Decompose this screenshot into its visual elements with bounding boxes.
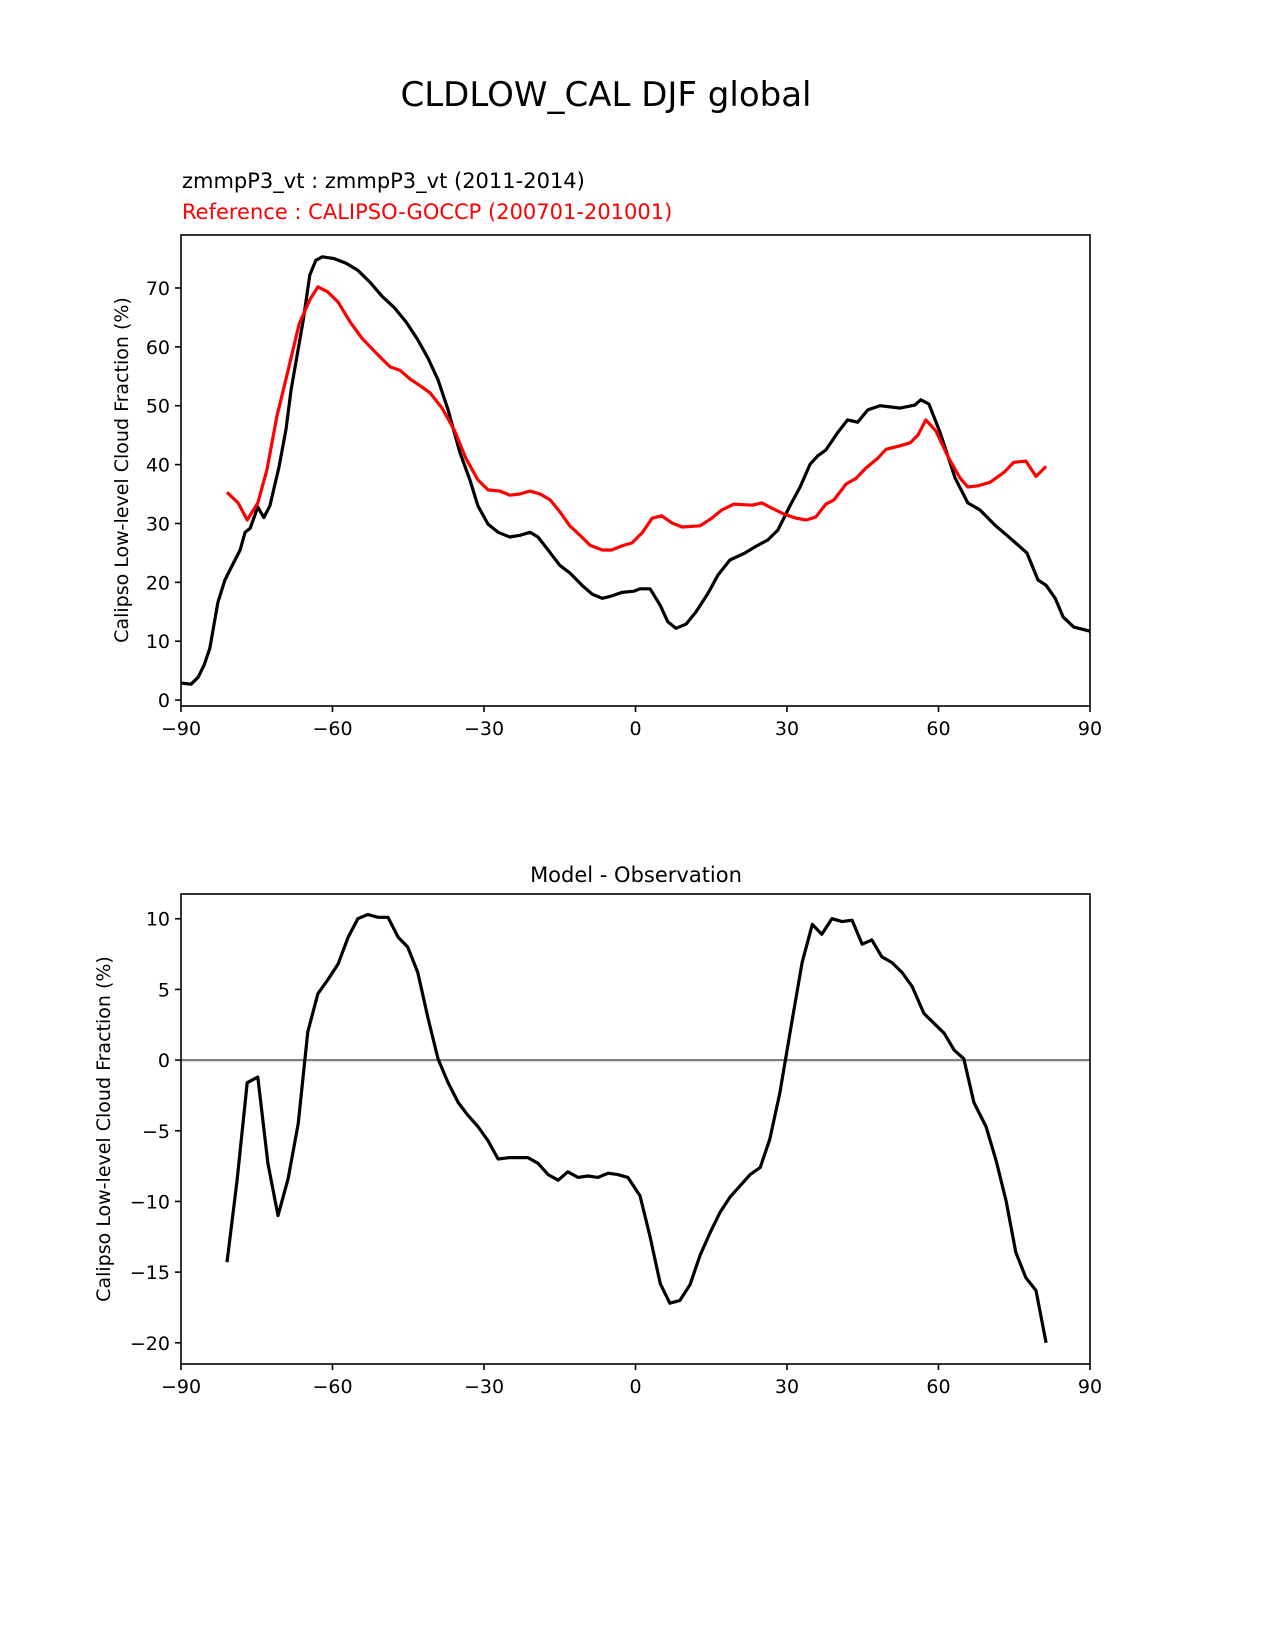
model-subtitle: zmmpP3_vt : zmmpP3_vt (2011-2014) bbox=[182, 169, 585, 194]
y-tick-label: −10 bbox=[130, 1191, 170, 1213]
y-tick-label: −20 bbox=[130, 1333, 170, 1355]
y-tick-label: 40 bbox=[146, 455, 170, 477]
y-tick-label: 70 bbox=[146, 278, 170, 300]
x-tick-label: −30 bbox=[464, 718, 504, 740]
axes-frame bbox=[180, 893, 1091, 1365]
x-tick-label: 0 bbox=[629, 1376, 641, 1398]
y-tick-label: 10 bbox=[146, 631, 170, 653]
reference-subtitle: Reference : CALIPSO-GOCCP (200701-201001… bbox=[182, 200, 672, 224]
x-tick-label: 90 bbox=[1078, 718, 1102, 740]
x-tick-label: 0 bbox=[629, 718, 641, 740]
x-tick-label: 60 bbox=[926, 1376, 950, 1398]
y-tick-label: 30 bbox=[146, 513, 170, 535]
y-tick-label: 10 bbox=[146, 909, 170, 931]
top-ylabel: Calipso Low-level Cloud Fraction (%) bbox=[111, 297, 133, 643]
x-tick-label: −90 bbox=[161, 1376, 201, 1398]
x-tick-label: −60 bbox=[312, 718, 352, 740]
series-line-0 bbox=[225, 912, 1048, 1344]
figure-title: CLDLOW_CAL DJF global bbox=[401, 75, 812, 115]
x-tick-label: 30 bbox=[775, 1376, 799, 1398]
y-tick-label: 20 bbox=[146, 572, 170, 594]
y-tick-label: −15 bbox=[130, 1262, 170, 1284]
bottom-ylabel: Calipso Low-level Cloud Fraction (%) bbox=[93, 956, 115, 1302]
y-tick-label: 0 bbox=[158, 1050, 170, 1072]
top-axes: −90 −60 −30 0 30 60 90 0 10 20 30 40 50 60 70 bbox=[146, 234, 1102, 740]
x-tick-label: −30 bbox=[464, 1376, 504, 1398]
x-tick-label: −60 bbox=[312, 1376, 352, 1398]
x-tick-label: 90 bbox=[1078, 1376, 1102, 1398]
bottom-axes: −90 −60 −30 0 30 60 90 −20 −15 −10 −5 0 5 10 bbox=[130, 893, 1102, 1398]
x-tick-label: 30 bbox=[775, 718, 799, 740]
x-tick-label: 60 bbox=[926, 718, 950, 740]
series-line-1 bbox=[225, 285, 1048, 552]
y-tick-label: 60 bbox=[146, 337, 170, 359]
series-line-0 bbox=[180, 255, 1091, 686]
x-tick-label: −90 bbox=[161, 718, 201, 740]
y-tick-label: 50 bbox=[146, 396, 170, 418]
y-tick-label: −5 bbox=[142, 1121, 170, 1143]
y-tick-label: 5 bbox=[158, 979, 170, 1001]
y-tick-label: 0 bbox=[158, 690, 170, 712]
bottom-title: Model - Observation bbox=[530, 863, 742, 887]
